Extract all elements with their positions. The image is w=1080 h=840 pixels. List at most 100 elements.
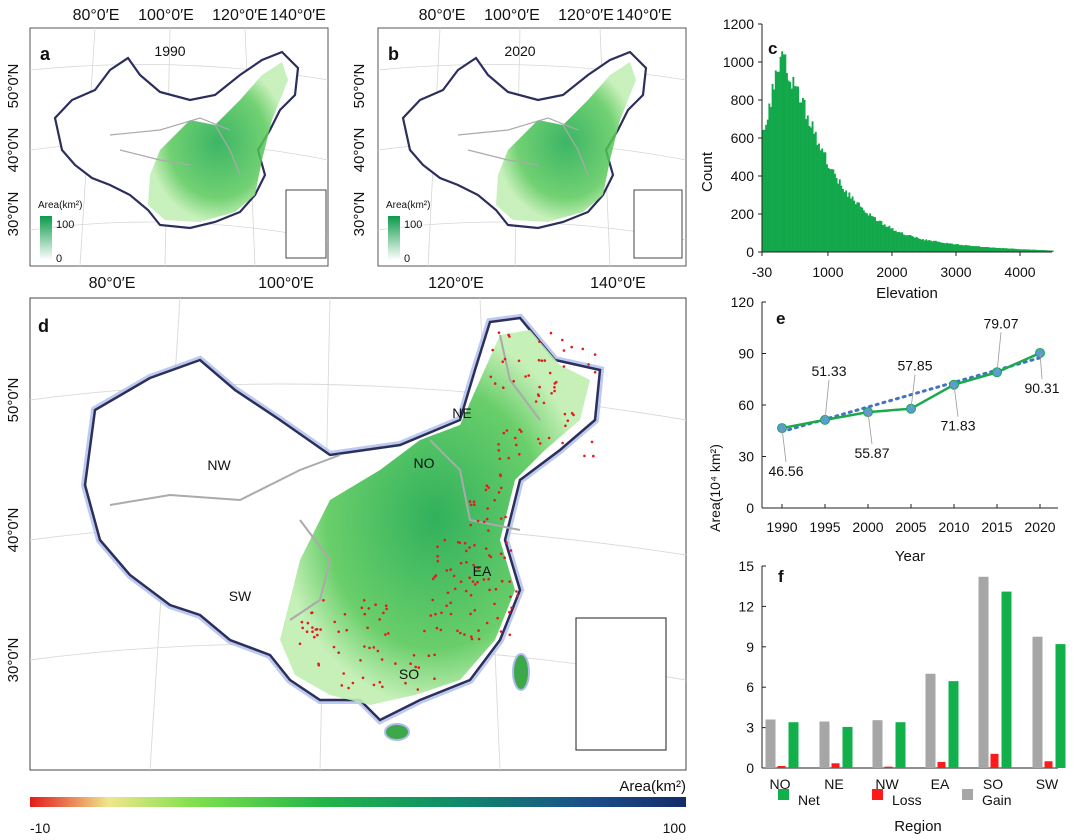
histogram-bar [770,107,772,252]
hainan-island [384,723,410,741]
x-tick-label: 4000 [1004,264,1035,280]
loss-dot [507,456,511,460]
histogram-bar [1021,249,1024,252]
histogram-bar [835,177,838,252]
loss-dot [473,543,476,547]
histogram-bar [894,230,897,252]
loss-dot [508,610,511,614]
histogram-bar [805,119,808,252]
histogram-bar [802,97,804,253]
loss-dot [449,568,453,571]
inset-box [575,617,667,751]
histogram-bar [939,242,942,252]
histogram-bar [930,240,932,252]
histogram-bar [963,245,966,252]
loss-dot [433,575,437,579]
histogram-bar [962,245,964,252]
loss-dot [470,635,473,638]
x-tick-label: 2015 [981,519,1012,535]
loss-dot [374,603,377,606]
loss-dot [473,503,476,507]
histogram-bar [904,235,907,252]
y-tick-label: 60 [738,397,754,413]
loss-dot [459,580,463,583]
histogram-bar [974,246,977,252]
loss-dot [469,503,473,507]
loss-dot [452,574,456,578]
histogram-bar [838,179,841,252]
loss-dot [340,684,344,687]
histogram-bar [846,196,849,252]
histogram-bar [997,248,1000,252]
loss-dot [562,349,566,352]
histogram-bar [877,221,880,252]
histogram-bar [990,247,993,252]
bar-net [1001,591,1012,768]
tick-label: 30°0′N [5,192,22,237]
loss-dot [404,681,407,685]
bar-gain [872,720,883,768]
histogram-bar [984,247,987,252]
x-tick-label: 2010 [938,519,969,535]
histogram-bar [792,76,795,252]
region-boundaries [457,117,589,176]
histogram-bar [992,247,995,252]
tick-label: 120°0′E [428,275,484,292]
y-tick-label: 1000 [723,54,754,70]
histogram-bar [840,185,843,252]
loss-dot [384,633,387,636]
histogram-bar [998,247,1001,252]
histogram-bar [1043,250,1046,252]
loss-dot [499,474,502,478]
loss-dot [322,599,325,602]
histogram-bar [824,152,827,252]
legend: Net Loss Gain [778,789,1012,808]
loss-dot [570,345,573,349]
loss-dot [487,577,491,581]
histogram-bar [1048,250,1051,252]
loss-dot [443,538,447,542]
label-leader [996,332,1002,373]
loss-dot [310,611,313,615]
bar-gain [1032,636,1043,768]
tick-label: 140°0′E [270,7,326,24]
tick-label: 100°0′E [138,7,194,24]
data-label: 71.83 [940,418,975,434]
label-leader [1039,352,1043,379]
histogram-bar [926,240,929,252]
loss-dot [517,359,521,363]
axes: 0 200 400 600 800 1000 1200 -30 1000 2000 3000 4000 [723,16,1052,280]
histogram-bar [960,244,963,252]
map-year-a: 1990 [154,43,185,59]
loss-dot [314,628,318,631]
map-year-b: 2020 [504,43,535,59]
region-label-ne: NE [452,405,471,421]
loss-dot [505,541,508,545]
loss-dot [593,353,597,356]
loss-dot [361,676,365,680]
histogram-bar [965,244,968,252]
histogram-bar [971,245,974,252]
histogram-bar [774,70,777,252]
loss-dot [484,547,488,550]
loss-dot [502,431,506,435]
loss-dot [489,555,493,559]
data-label: 55.87 [854,445,889,461]
x-tick-label: 1000 [812,264,843,280]
histogram-bar [1010,248,1012,252]
histogram-bar [1050,250,1052,252]
histogram-bar [850,198,852,252]
histogram-bar [1013,248,1016,252]
loss-dot [366,626,369,630]
x-tick-label: SW [1036,776,1059,792]
bar-gain [978,576,989,768]
x-tick-label: 1990 [766,519,797,535]
loss-dot [372,683,376,687]
histogram-bar [885,226,888,252]
loss-dot [434,612,437,616]
loss-dot [376,649,380,653]
histogram-bar [813,133,816,252]
loss-dot [509,595,512,599]
tick-label: 50°0′N [5,378,22,423]
top-tick-labels: 80°0′E 100°0′E 120°0′E 140°0′E [419,7,672,24]
